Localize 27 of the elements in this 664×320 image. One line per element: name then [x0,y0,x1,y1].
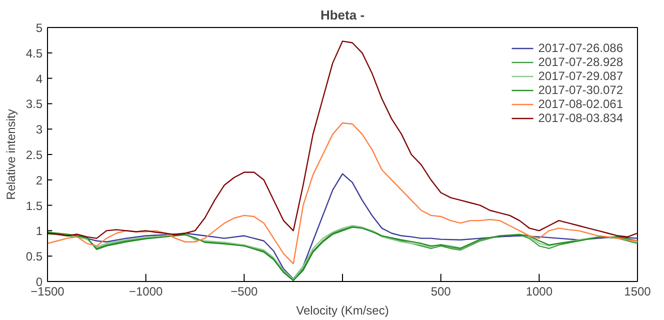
y-tick-label: 2.5 [26,148,43,162]
y-tick-label: 4 [36,72,43,86]
x-tick-label: 1500 [624,284,652,298]
y-axis-title: Relative intensity [4,109,18,200]
y-tick-label: 1.5 [26,198,43,213]
legend-label: 2017-07-28.928 [538,55,623,69]
legend-label: 2017-07-26.086 [538,41,623,55]
y-tick-label: 3.5 [26,97,43,112]
legend-label: 2017-08-03.834 [538,111,623,125]
x-tick-label: −1500 [30,284,65,298]
y-tick-label: 3 [36,122,43,137]
line-series [48,40,638,239]
legend-label: 2017-07-29.087 [538,69,623,83]
x-tick-label: 500 [430,284,452,298]
y-tick-label: 2 [36,173,43,188]
x-tick-label: −500 [230,284,258,298]
line-series [48,122,638,264]
chart-title: Hbeta - [320,8,365,22]
x-tick-label: 1000 [526,284,553,298]
y-tick-label: 4.5 [26,46,43,60]
y-tick-label: 5 [36,21,43,35]
legend-label: 2017-08-02.061 [538,97,623,111]
x-tick-label: −1000 [128,284,164,298]
y-tick-label: 0.5 [26,250,43,264]
legend-label: 2017-07-30.072 [538,83,623,97]
x-axis-title: Velocity (Km/sec) [296,304,389,318]
y-tick-label: 1 [36,224,43,238]
